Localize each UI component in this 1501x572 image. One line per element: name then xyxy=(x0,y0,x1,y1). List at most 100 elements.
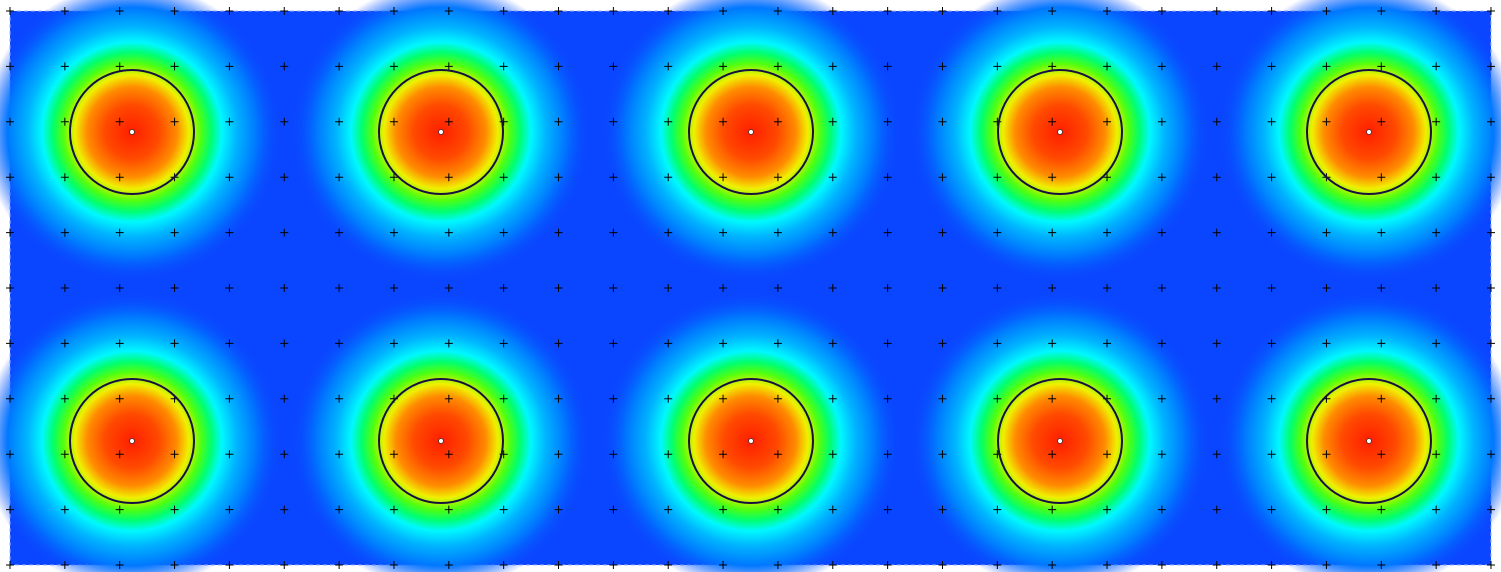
grid-cross xyxy=(773,7,782,15)
hotspot xyxy=(1219,0,1501,282)
grid-cross xyxy=(280,339,289,348)
grid-cross xyxy=(828,339,837,348)
grid-cross xyxy=(993,173,1002,182)
grid-cross xyxy=(609,505,618,514)
grid-cross xyxy=(664,394,673,403)
grid-cross xyxy=(499,505,508,514)
grid-cross xyxy=(1487,394,1495,403)
grid-cross xyxy=(1267,173,1276,182)
grid-cross xyxy=(993,505,1002,514)
grid-cross xyxy=(554,284,563,292)
grid-cross xyxy=(225,505,234,514)
grid-cross xyxy=(1157,394,1166,403)
grid-cross xyxy=(60,228,69,237)
grid-cross xyxy=(444,339,453,348)
grid-cross xyxy=(499,7,508,15)
grid-cross xyxy=(828,561,837,569)
grid-cross xyxy=(993,284,1002,292)
grid-cross xyxy=(1322,117,1331,126)
grid-cross xyxy=(280,228,289,237)
grid-cross xyxy=(1432,284,1441,292)
grid-cross xyxy=(170,7,179,15)
grid-cross xyxy=(1377,394,1386,403)
grid-cross xyxy=(1212,284,1221,292)
grid-cross xyxy=(1157,173,1166,182)
grid-cross xyxy=(225,117,234,126)
grid-cross xyxy=(1322,450,1331,459)
grid-cross xyxy=(1322,505,1331,514)
grid-cross xyxy=(1267,450,1276,459)
grid-cross xyxy=(1048,173,1057,182)
grid-cross xyxy=(60,7,69,15)
ring xyxy=(688,378,814,504)
grid-cross xyxy=(773,173,782,182)
grid-cross xyxy=(1157,7,1166,15)
grid-cross xyxy=(609,284,618,292)
grid-cross xyxy=(883,7,892,15)
grid-cross xyxy=(1267,284,1276,292)
grid-cross xyxy=(828,450,837,459)
grid-cross xyxy=(1487,7,1495,15)
grid-cross xyxy=(389,450,398,459)
grid-cross xyxy=(1048,62,1057,71)
grid-cross xyxy=(444,561,453,569)
grid-cross xyxy=(1103,173,1112,182)
grid-cross xyxy=(6,450,14,459)
grid-cross xyxy=(719,62,728,71)
center-dot xyxy=(1366,438,1372,444)
grid-cross xyxy=(60,62,69,71)
grid-cross xyxy=(609,561,618,569)
grid-cross xyxy=(1103,505,1112,514)
grid-cross xyxy=(828,505,837,514)
grid-cross xyxy=(993,339,1002,348)
grid-cross xyxy=(170,339,179,348)
grid-cross xyxy=(1048,7,1057,15)
grid-cross xyxy=(499,561,508,569)
grid-cross xyxy=(389,117,398,126)
grid-cross xyxy=(280,561,289,569)
grid-cross xyxy=(335,505,344,514)
center-dot xyxy=(1057,129,1063,135)
grid-cross xyxy=(1212,394,1221,403)
grid-cross xyxy=(664,284,673,292)
grid-cross xyxy=(1103,7,1112,15)
hotspot xyxy=(910,291,1210,572)
grid-cross xyxy=(389,505,398,514)
grid-cross xyxy=(664,117,673,126)
grid-cross xyxy=(225,284,234,292)
grid-cross xyxy=(170,117,179,126)
grid-cross xyxy=(1103,117,1112,126)
grid-cross xyxy=(554,7,563,15)
grid-cross xyxy=(1212,228,1221,237)
grid-cross xyxy=(1048,450,1057,459)
grid-cross xyxy=(335,394,344,403)
grid-cross xyxy=(719,173,728,182)
grid-cross xyxy=(1377,339,1386,348)
grid-cross xyxy=(993,228,1002,237)
center-dot xyxy=(438,129,444,135)
grid-cross xyxy=(1487,505,1495,514)
grid-cross xyxy=(609,394,618,403)
grid-cross xyxy=(444,394,453,403)
grid-cross xyxy=(115,394,124,403)
grid-cross xyxy=(609,62,618,71)
grid-cross xyxy=(828,62,837,71)
grid-cross xyxy=(280,284,289,292)
grid-cross xyxy=(664,450,673,459)
grid-cross xyxy=(1267,7,1276,15)
grid-cross xyxy=(389,173,398,182)
grid-cross xyxy=(1432,561,1441,569)
grid-cross xyxy=(609,117,618,126)
grid-cross xyxy=(883,450,892,459)
grid-cross xyxy=(1322,339,1331,348)
grid-cross xyxy=(1103,450,1112,459)
ring xyxy=(997,69,1123,195)
grid-cross xyxy=(554,117,563,126)
grid-cross xyxy=(773,450,782,459)
grid-cross xyxy=(1267,117,1276,126)
grid-cross xyxy=(938,561,947,569)
grid-cross xyxy=(1432,62,1441,71)
grid-cross xyxy=(389,561,398,569)
grid-cross xyxy=(554,505,563,514)
grid-cross xyxy=(225,7,234,15)
